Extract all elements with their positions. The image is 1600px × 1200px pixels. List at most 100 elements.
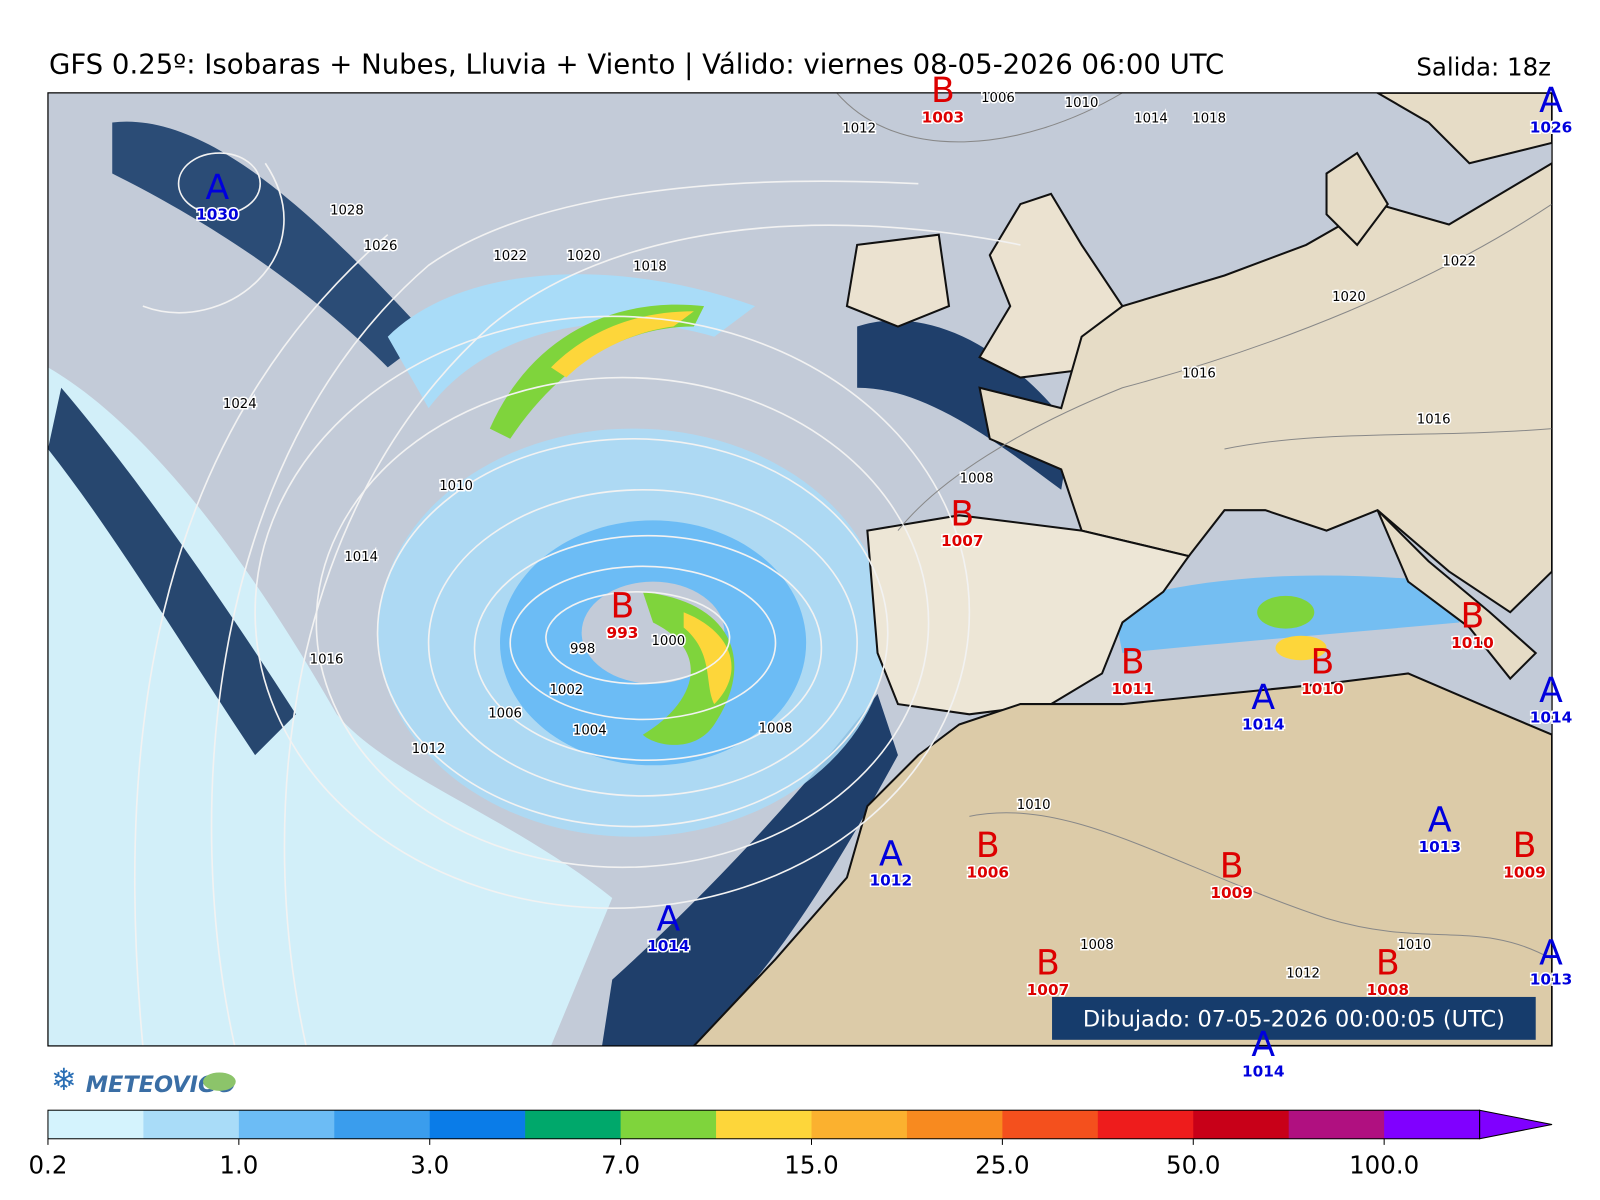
center-value: 1013	[1530, 971, 1573, 989]
isobar-label: 1022	[1442, 254, 1476, 269]
isobar-label: 1008	[759, 722, 793, 737]
center-value: 1011	[1111, 680, 1154, 698]
center-letter: A	[1539, 933, 1563, 973]
colorbar-swatch	[1193, 1110, 1290, 1139]
isobar-label: 1026	[364, 239, 398, 254]
colorbar-swatch	[1097, 1110, 1194, 1139]
center-value: 1030	[196, 205, 239, 223]
center-value: 1014	[1242, 716, 1285, 734]
center-letter: A	[1251, 678, 1275, 718]
land	[1376, 509, 1538, 681]
rain	[1275, 635, 1327, 661]
isobar-label: 1008	[1080, 938, 1114, 953]
title: GFS 0.25º: Isobaras + Nubes, Lluvia + Vi…	[49, 48, 1224, 80]
center-letter: B	[1036, 943, 1060, 983]
isobar-label: 1006	[488, 706, 522, 721]
center-value: 1014	[647, 937, 690, 955]
isobar-label: 1012	[412, 742, 446, 757]
cloud-dark	[47, 387, 296, 756]
colorbar-tick-label: 50.0	[1166, 1150, 1220, 1179]
land	[692, 672, 1553, 1046]
land	[866, 514, 1191, 716]
drawn-text: Dibujado: 07-05-2026 00:00:05 (UTC)	[1083, 1007, 1505, 1033]
center-letter: B	[1513, 826, 1537, 866]
center-letter: A	[1539, 671, 1563, 711]
center-value: 1014	[1530, 708, 1573, 726]
isobar-label: 1014	[1134, 111, 1168, 126]
colorbar-swatch	[906, 1110, 1003, 1139]
isobar-label: 1006	[981, 91, 1015, 106]
colorbar-frame	[47, 1109, 1481, 1140]
center-letter: B	[931, 71, 955, 111]
isobar-label: 1012	[842, 122, 876, 137]
cloud-dark	[602, 693, 898, 1046]
isobar-label: 1008	[960, 472, 994, 487]
center-letter: A	[1251, 1025, 1275, 1065]
center-value: 1006	[966, 864, 1009, 882]
colorbar-swatch	[429, 1110, 526, 1139]
isobar-label: 1012	[1286, 967, 1320, 982]
isobar-label: 1002	[549, 683, 583, 698]
isobar-label: 1000	[652, 634, 686, 649]
isobar-label: 1014	[344, 550, 378, 565]
isobars	[133, 92, 1553, 1046]
rain	[683, 612, 732, 705]
logo-leaf	[203, 1072, 236, 1091]
center-value: 1010	[1451, 634, 1494, 652]
colorbar-swatch	[716, 1110, 813, 1139]
center-letter: A	[657, 900, 681, 940]
center-letter: B	[1311, 642, 1335, 682]
colorbar-swatch	[143, 1110, 240, 1139]
run: Salida: 18z	[1416, 53, 1551, 82]
center-value: 1013	[1419, 838, 1462, 856]
colorbar-tick-label: 7.0	[601, 1150, 640, 1179]
isobar-label: 1018	[1192, 111, 1226, 126]
center-value: 1003	[922, 108, 965, 126]
colorbar-tick-label: 25.0	[975, 1150, 1029, 1179]
colorbar-swatch	[525, 1110, 622, 1139]
colorbar-swatch	[1384, 1110, 1481, 1139]
isobar-label: 1022	[493, 249, 527, 264]
colorbar-tick-label: 15.0	[784, 1150, 838, 1179]
center-value: 1012	[870, 872, 913, 890]
center-value: 1007	[1027, 981, 1070, 999]
colorbar-tick-label: 1.0	[219, 1150, 258, 1179]
center-letter: A	[1428, 801, 1452, 841]
colorbar-swatch	[47, 1110, 144, 1139]
isobar-label: 1016	[310, 652, 344, 667]
center-letter: B	[611, 586, 635, 626]
labels: 1024 1022 1020 1018 1010 1014 1016 1012 1006 1004…	[195, 71, 1574, 1082]
colorbar-swatch	[238, 1110, 335, 1139]
center-letter: A	[1539, 81, 1563, 121]
center-letter: A	[879, 834, 903, 874]
center-letter: B	[976, 826, 1000, 866]
center-letter: B	[950, 495, 974, 535]
center-letter: B	[1461, 597, 1485, 637]
isobar-label: 1018	[633, 259, 667, 274]
colorbar-swatch	[1002, 1110, 1099, 1139]
cloud-dark	[112, 121, 429, 368]
land	[1325, 92, 1553, 247]
center-value: 1009	[1503, 864, 1546, 882]
isobar-label: 1020	[1332, 290, 1366, 305]
center-letter: A	[205, 168, 229, 208]
isobar-label: 1016	[1182, 367, 1216, 382]
center-value: 1007	[941, 532, 984, 550]
rain	[551, 311, 694, 378]
land	[845, 233, 951, 328]
isobar-label: 998	[570, 642, 595, 657]
colorbar-swatch	[1288, 1110, 1385, 1139]
center-value: 1009	[1210, 884, 1253, 902]
center-value: 1008	[1366, 981, 1409, 999]
colorbar-arrow	[1479, 1109, 1553, 1140]
map-frame	[47, 92, 1553, 1047]
map: Dibujado: 07-05-2026 00:00:05 (UTC)	[47, 92, 1553, 1046]
isobar-label: 1024	[223, 397, 257, 412]
isobar-label: 1028	[330, 203, 364, 218]
isobar-label: 1010	[1397, 938, 1431, 953]
colorbar-swatch	[620, 1110, 717, 1139]
center-value: 1026	[1530, 119, 1573, 137]
cloud	[47, 367, 613, 1046]
isobar-label: 1010	[1065, 96, 1099, 111]
